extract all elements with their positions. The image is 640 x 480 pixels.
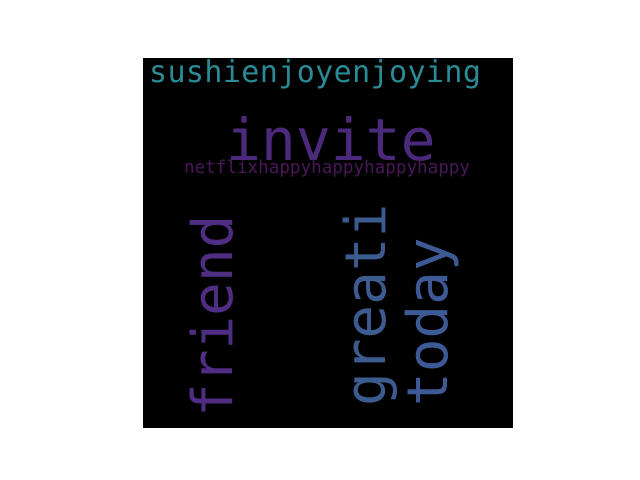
word-invite: invite xyxy=(226,106,436,174)
word-sushienjoyenjoying: sushienjoyenjoying xyxy=(149,58,482,90)
word-friend: friend xyxy=(181,214,246,417)
word-greati: greati xyxy=(334,203,399,406)
word-today: today xyxy=(396,237,461,406)
word-cloud: sushienjoyenjoying invite netflixhappyha… xyxy=(143,58,513,428)
word-netflixhappyhappyhappyhappy: netflixhappyhappyhappyhappy xyxy=(184,158,470,178)
